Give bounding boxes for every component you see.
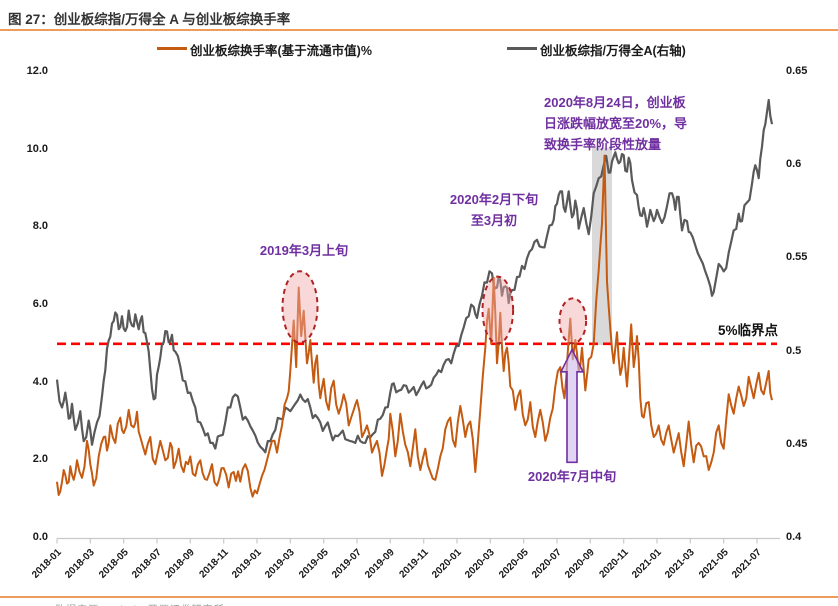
- left-axis-tick-label: 6.0: [32, 298, 48, 310]
- annotation-2019-march: 2019年3月上旬: [248, 240, 360, 261]
- legend-swatch-index-ratio: [507, 47, 537, 50]
- left-axis-tick-label: 0.0: [32, 531, 48, 543]
- right-axis-tick-label: 0.5: [786, 344, 802, 357]
- left-axis-tick-label: 2.0: [32, 453, 48, 466]
- figure-title: 图 27：创业板综指/万得全 A 与创业板综换手率: [8, 12, 291, 27]
- annotation-2020-feb-mar: 2020年2月下旬 至3月初: [428, 189, 560, 231]
- annotation-line: 2020年8月24日，创业板: [544, 95, 686, 110]
- left-axis-tick-label: 12.0: [26, 65, 48, 77]
- highlight-ellipse-1: [281, 270, 319, 344]
- annotation-2020-aug-24: 2020年8月24日，创业板 日涨跌幅放宽至20%，导 致换手率阶段性放量: [544, 92, 726, 155]
- annotation-line: 致换手率阶段性放量: [544, 137, 662, 152]
- left-axis-tick-label: 8.0: [32, 220, 48, 233]
- series-turnover: [56, 154, 773, 498]
- footer-divider: [0, 596, 838, 598]
- annotation-text: 2020年7月中旬: [527, 469, 617, 484]
- right-axis-tick-label: 0.55: [786, 251, 808, 264]
- left-axis-tick-label: 4.0: [32, 375, 48, 388]
- right-axis-tick-label: 0.6: [786, 158, 802, 171]
- highlight-ellipse-3: [558, 297, 588, 345]
- right-axis-tick-label: 0.65: [786, 65, 808, 77]
- up-arrow-2020-july: [559, 347, 585, 464]
- legend-label-index-ratio: 创业板综指/万得全A(右轴): [540, 44, 686, 58]
- annotation-line: 日涨跌幅放宽至20%，导: [544, 116, 688, 131]
- left-axis-tick-label: 10.0: [26, 142, 48, 155]
- series-index-ratio: [55, 98, 774, 454]
- legend-swatch-turnover: [157, 47, 187, 50]
- threshold-label: 5%临界点: [717, 323, 778, 338]
- annotation-line: 2020年2月下旬: [449, 192, 539, 207]
- annotation-line: 至3月初: [470, 213, 518, 228]
- annotation-2020-july: 2020年7月中旬: [516, 466, 628, 487]
- source-note: 数据来源：Wind，开源证券研究所: [55, 601, 225, 606]
- annotation-text: 2019年3月上旬: [259, 243, 349, 258]
- legend-label-turnover: 创业板综换手率(基于流通市值)%: [190, 44, 372, 58]
- right-axis-tick-label: 0.45: [786, 437, 808, 450]
- right-axis-tick-label: 0.4: [786, 531, 802, 543]
- highlight-ellipse-2: [481, 275, 515, 345]
- title-divider: [0, 29, 838, 31]
